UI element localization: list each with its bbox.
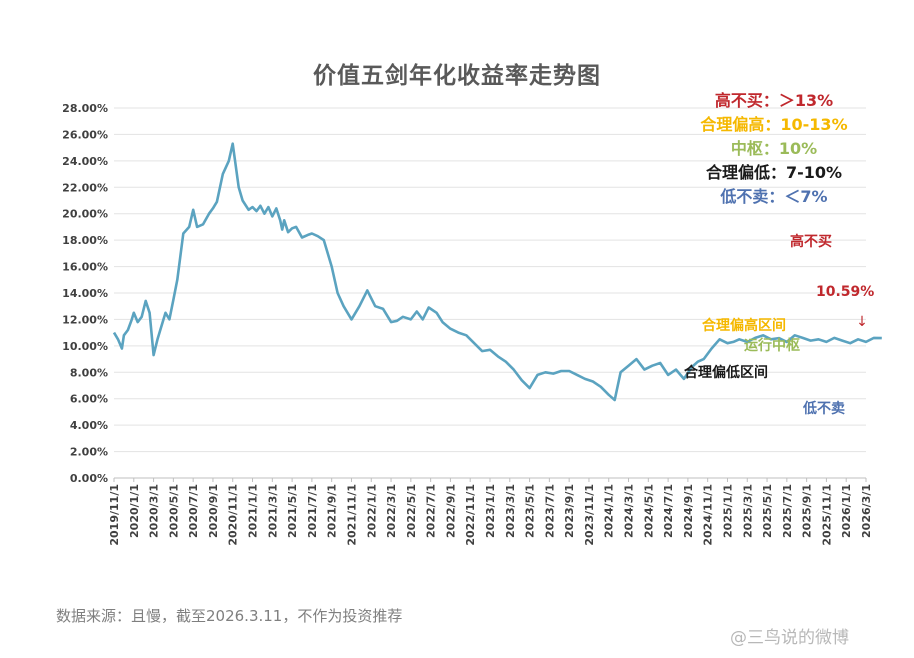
x-tick-label: 2019/11/1 <box>108 484 121 546</box>
x-tick-label: 2020/11/1 <box>227 484 240 546</box>
x-tick-label: 2020/7/1 <box>187 484 200 538</box>
x-tick-label: 2025/3/1 <box>741 484 754 538</box>
anno-current-value: 10.59% <box>816 284 874 300</box>
anno-he-li-pian-gao: 合理偏高区间 <box>702 317 786 334</box>
x-tick-label: 2021/9/1 <box>326 484 339 538</box>
y-tick-label: 20.00% <box>62 208 108 221</box>
x-tick-label: 2022/5/1 <box>405 484 418 538</box>
watermark: @三鸟说的微博 <box>730 628 849 648</box>
y-tick-label: 18.00% <box>62 234 108 247</box>
anno-gao-bu-mai: 高不买 <box>790 233 832 250</box>
y-tick-label: 14.00% <box>62 287 108 300</box>
y-tick-label: 10.00% <box>62 340 108 353</box>
y-tick-label: 6.00% <box>70 393 108 406</box>
series-line <box>112 142 882 402</box>
anno-yun-xing-zhong-shu: 运行中枢 <box>744 337 800 354</box>
x-tick-label: 2023/7/1 <box>543 484 556 538</box>
x-tick-label: 2021/5/1 <box>286 484 299 538</box>
x-tick-label: 2023/11/1 <box>583 484 596 546</box>
legend-row: 中枢：10% <box>730 139 818 158</box>
x-tick-label: 2024/7/1 <box>662 484 675 538</box>
x-tick-label: 2021/7/1 <box>306 484 319 538</box>
x-tick-label: 2020/3/1 <box>148 484 161 538</box>
x-tick-label: 2025/5/1 <box>761 484 774 538</box>
x-tick-label: 2022/11/1 <box>464 484 477 546</box>
x-tick-label: 2022/3/1 <box>385 484 398 538</box>
legend-row: 低不卖：＜7% <box>720 187 828 206</box>
legend-row: 合理偏低：7-10% <box>705 163 843 182</box>
x-tick-label: 2023/5/1 <box>524 484 537 538</box>
x-tick-label: 2024/3/1 <box>623 484 636 538</box>
y-tick-label: 16.00% <box>62 261 108 274</box>
y-tick-label: 2.00% <box>70 446 108 459</box>
x-tick-label: 2020/5/1 <box>167 484 180 538</box>
y-tick-label: 8.00% <box>70 366 108 379</box>
y-tick-label: 0.00% <box>70 472 108 485</box>
y-tick-label: 12.00% <box>62 313 108 326</box>
x-tick-label: 2026/3/1 <box>860 484 873 538</box>
x-tick-label: 2024/11/1 <box>702 484 715 546</box>
x-tick-label: 2020/1/1 <box>128 484 141 538</box>
x-tick-label: 2025/7/1 <box>781 484 794 538</box>
x-tick-label: 2021/3/1 <box>266 484 279 538</box>
x-tick-label: 2024/1/1 <box>603 484 616 538</box>
series-layer <box>112 142 882 402</box>
x-tick-label: 2021/1/1 <box>247 484 260 538</box>
x-tick-label: 2022/1/1 <box>365 484 378 538</box>
y-axis-ticks: 0.00% 2.00% 4.00% 6.00% 8.00% 10.00% 12.00% 14.… <box>62 102 108 485</box>
y-tick-label: 24.00% <box>62 155 108 168</box>
x-tick-label: 2025/1/1 <box>721 484 734 538</box>
chart-title: 价值五剑年化收益率走势图 <box>313 63 601 89</box>
x-tick-label: 2023/9/1 <box>563 484 576 538</box>
y-tick-label: 28.00% <box>62 102 108 115</box>
x-tick-label: 2024/5/1 <box>642 484 655 538</box>
x-tick-label: 2023/3/1 <box>504 484 517 538</box>
legend-row: 高不买：＞13% <box>714 91 834 110</box>
anno-he-li-pian-di: 合理偏低区间 <box>684 364 768 381</box>
y-tick-label: 26.00% <box>62 128 108 141</box>
x-tick-label: 2021/11/1 <box>345 484 358 546</box>
anno-di-bu-mai: 低不卖 <box>802 400 845 417</box>
y-tick-label: 22.00% <box>62 181 108 194</box>
source-note: 数据来源：且慢，截至2026.3.11，不作为投资推荐 <box>56 607 403 625</box>
x-tick-label: 2024/9/1 <box>682 484 695 538</box>
x-tick-label: 2026/1/1 <box>840 484 853 538</box>
x-tick-label: 2022/9/1 <box>444 484 457 538</box>
legend-row: 合理偏高：10-13% <box>700 115 848 134</box>
x-tick-label: 2022/7/1 <box>425 484 438 538</box>
x-tick-label: 2023/1/1 <box>484 484 497 538</box>
y-tick-label: 4.00% <box>70 419 108 432</box>
x-tick-label: 2025/9/1 <box>801 484 814 538</box>
arrow-down-icon: ↓ <box>856 314 868 330</box>
x-tick-label: 2020/9/1 <box>207 484 220 538</box>
x-axis-ticks: 2019/11/1 2020/1/1 2020/3/1 2020/5/1 2020/7/… <box>108 478 873 546</box>
x-tick-label: 2025/11/1 <box>820 484 833 546</box>
